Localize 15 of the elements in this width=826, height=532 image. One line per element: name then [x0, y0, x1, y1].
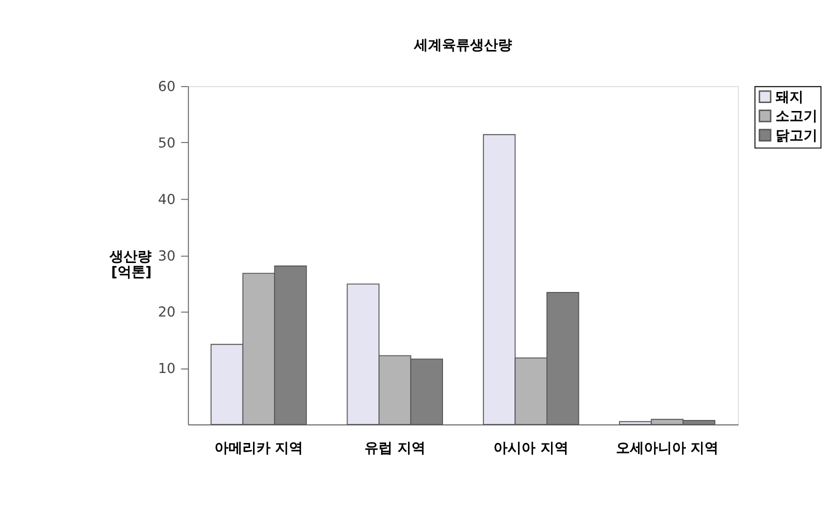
x-tick-label: 오세아니아 지역	[616, 440, 719, 456]
x-tick-label: 아메리카 지역	[214, 440, 304, 456]
y-tick-label: 20	[158, 304, 176, 321]
legend-label: 돼지	[776, 89, 804, 106]
y-tick-label: 40	[158, 192, 176, 208]
y-axis-title: 생산량 [억톤]	[108, 248, 152, 280]
y-tick-label: 10	[158, 361, 176, 378]
y-tick-label: 60	[158, 79, 176, 96]
y-tick-label: 50	[158, 136, 176, 152]
x-tick-label: 아시아 지역	[494, 440, 568, 456]
legend-label: 소고기	[776, 108, 818, 125]
y-tick-label: 30	[158, 248, 176, 264]
chart-title: 세계육류생산량	[412, 37, 512, 54]
x-tick-label: 유럽 지역	[364, 440, 426, 456]
legend-label: 닭고기	[776, 128, 818, 144]
